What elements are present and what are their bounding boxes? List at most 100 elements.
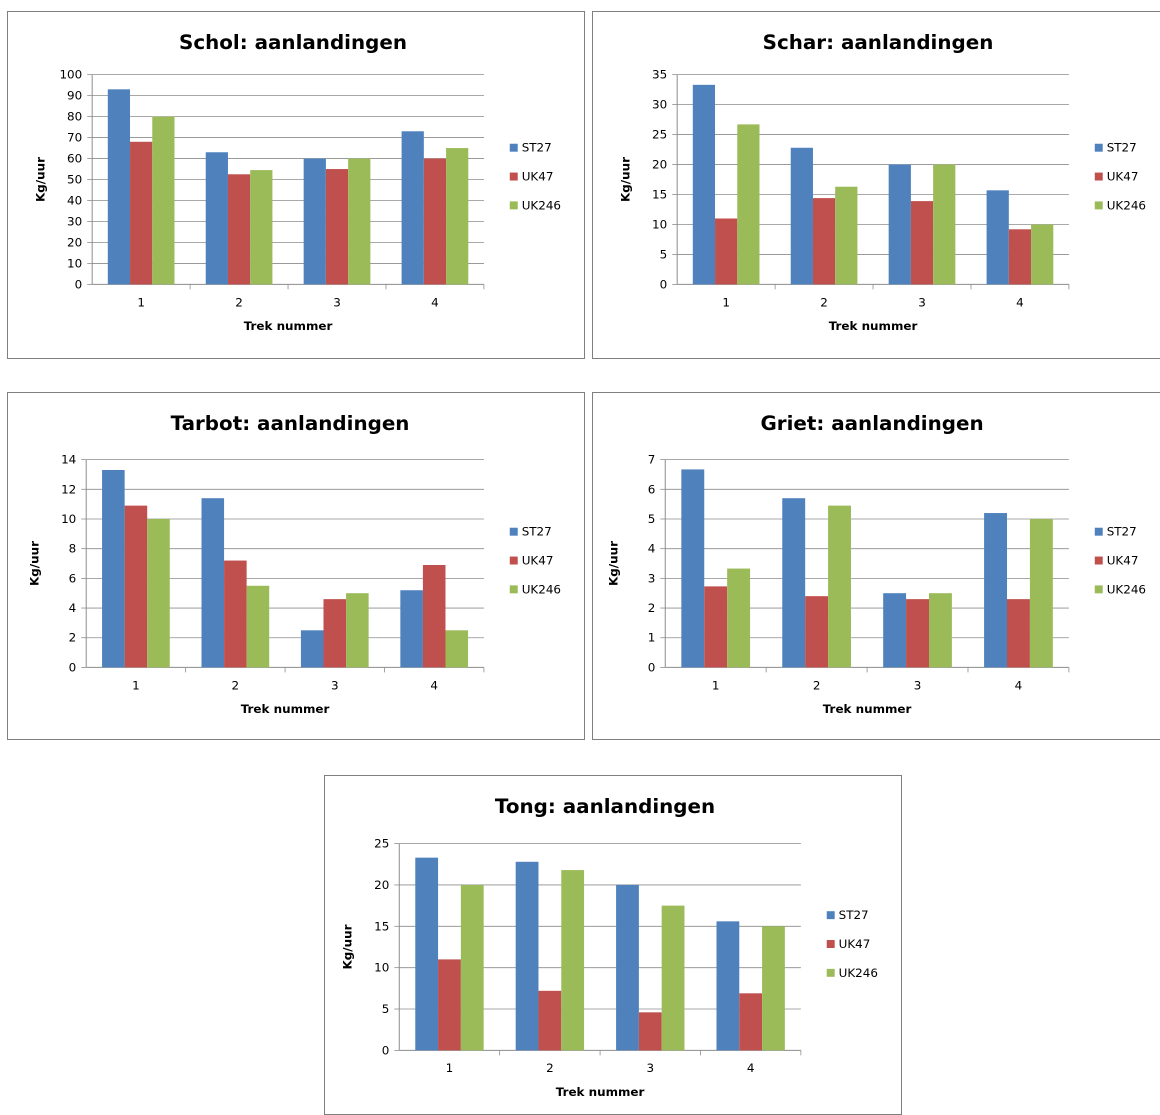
x-tick-label: 4 [431, 295, 439, 309]
y-tick-label: 2 [69, 631, 77, 645]
y-tick-label: 4 [648, 542, 656, 556]
legend-label-uk246: UK246 [522, 582, 561, 596]
chart-svg: Schol: aanlandingen 0 10 20 30 40 50 60 70 80 90 10… [33, 31, 561, 333]
bar-uk246-3 [348, 158, 371, 285]
chart-schol: Schol: aanlandingen 0 10 20 30 40 50 60 70 80 90 10… [7, 11, 585, 359]
y-tick-label: 0 [660, 277, 668, 291]
bar-uk47-2 [538, 990, 562, 1051]
legend-label-uk47: UK47 [522, 554, 554, 568]
x-tick-label: 1 [132, 678, 140, 692]
x-axis-title: Trek nummer [829, 319, 918, 333]
y-tick-label: 50 [67, 173, 82, 187]
bar-st27-2 [201, 498, 225, 668]
y-tick-label: 0 [69, 660, 77, 674]
y-tick-label: 30 [67, 214, 82, 228]
legend-label-uk246: UK246 [522, 198, 561, 212]
x-tick-label: 2 [820, 295, 828, 309]
bar-uk246-2 [828, 505, 851, 668]
x-tick-label: 4 [747, 1061, 755, 1075]
x-tick-label: 3 [914, 678, 922, 692]
bar-st27-3 [883, 593, 907, 668]
x-tick-label: 2 [232, 678, 240, 692]
bar-st27-4 [400, 590, 423, 668]
bar-uk246-3 [346, 593, 369, 668]
y-axis-title: Kg/uur [607, 541, 621, 586]
y-tick-label: 60 [67, 152, 82, 166]
y-axis-title: Kg/uur [27, 541, 41, 586]
legend-label-uk47: UK47 [522, 170, 554, 184]
legend-swatch-uk246 [826, 968, 835, 977]
x-tick-label: 3 [646, 1061, 654, 1075]
chart-svg: Tong: aanlandingen 0 5 10 15 20 25 1 2 3 4 Trek num… [341, 795, 878, 1099]
y-tick-label: 10 [61, 512, 76, 526]
bar-uk47-3 [910, 201, 934, 285]
bar-uk47-1 [704, 586, 728, 668]
y-tick-label: 12 [61, 482, 76, 496]
legend-label-uk246: UK246 [1107, 582, 1146, 596]
bar-st27-3 [300, 630, 324, 668]
legend-swatch-uk47 [1094, 172, 1103, 181]
y-tick-label: 8 [69, 542, 77, 556]
bar-uk47-1 [715, 218, 738, 285]
bar-st27-4 [986, 190, 1009, 285]
legend-label-st27: ST27 [522, 525, 552, 539]
y-tick-label: 20 [374, 878, 389, 892]
legend-swatch-uk47 [509, 172, 518, 181]
bar-uk246-2 [561, 870, 585, 1051]
legend-swatch-st27 [509, 527, 518, 536]
x-tick-label: 2 [813, 678, 821, 692]
bar-uk47-1 [438, 959, 461, 1051]
bar-st27-2 [205, 152, 228, 285]
chart-title: Tong: aanlandingen [495, 795, 715, 818]
legend-swatch-uk47 [826, 940, 835, 948]
bar-uk47-3 [906, 599, 929, 668]
legend-swatch-st27 [1094, 143, 1103, 152]
y-tick-label: 5 [648, 512, 656, 526]
x-tick-label: 2 [235, 295, 243, 309]
bar-st27-2 [782, 498, 806, 668]
y-tick-label: 10 [374, 961, 389, 975]
bar-uk47-3 [325, 169, 349, 285]
chart-svg: Schar: aanlandingen 0 5 10 15 20 25 30 35 1 2 3 4 Tre… [618, 31, 1146, 333]
legend-swatch-uk246 [1094, 585, 1103, 594]
bar-uk246-3 [928, 593, 952, 668]
chart-griet: Griet: aanlandingen 0 1 2 3 4 5 6 7 1 2 3 4 Trek numm… [592, 392, 1160, 740]
y-tick-label: 6 [648, 482, 656, 496]
chart-title: Griet: aanlandingen [760, 412, 983, 435]
y-tick-label: 7 [648, 453, 656, 467]
legend-label-uk47: UK47 [839, 937, 871, 951]
y-tick-label: 10 [652, 217, 667, 231]
y-tick-label: 0 [648, 660, 656, 674]
bar-st27-4 [984, 513, 1008, 668]
bar-uk47-4 [1007, 599, 1030, 668]
bar-uk47-1 [124, 505, 148, 668]
y-tick-label: 10 [67, 256, 82, 270]
bar-uk246-1 [152, 116, 175, 285]
y-tick-label: 25 [652, 128, 667, 142]
bar-uk246-2 [246, 585, 270, 668]
bar-st27-3 [888, 164, 911, 285]
y-tick-label: 25 [374, 837, 389, 851]
x-axis-title: Trek nummer [556, 1085, 645, 1099]
y-tick-label: 30 [652, 98, 667, 112]
bar-uk246-2 [835, 186, 858, 285]
y-axis-title: Kg/uur [33, 157, 47, 202]
y-tick-label: 80 [67, 110, 82, 124]
x-tick-label: 1 [712, 678, 720, 692]
bar-uk47-2 [805, 596, 829, 668]
bar-uk47-3 [323, 599, 347, 668]
y-tick-label: 0 [75, 277, 83, 291]
x-tick-label: 4 [1016, 295, 1024, 309]
bar-uk246-2 [250, 170, 273, 285]
y-axis-title: Kg/uur [618, 157, 632, 202]
chart-title: Schol: aanlandingen [179, 31, 407, 54]
legend-swatch-uk47 [509, 556, 518, 565]
x-tick-label: 4 [430, 678, 438, 692]
bar-st27-3 [616, 884, 639, 1051]
legend-label-uk47: UK47 [1107, 554, 1139, 568]
y-tick-label: 0 [382, 1043, 390, 1057]
legend-label-st27: ST27 [1107, 525, 1137, 539]
bar-uk47-2 [227, 174, 251, 285]
bar-uk246-4 [1029, 518, 1053, 668]
